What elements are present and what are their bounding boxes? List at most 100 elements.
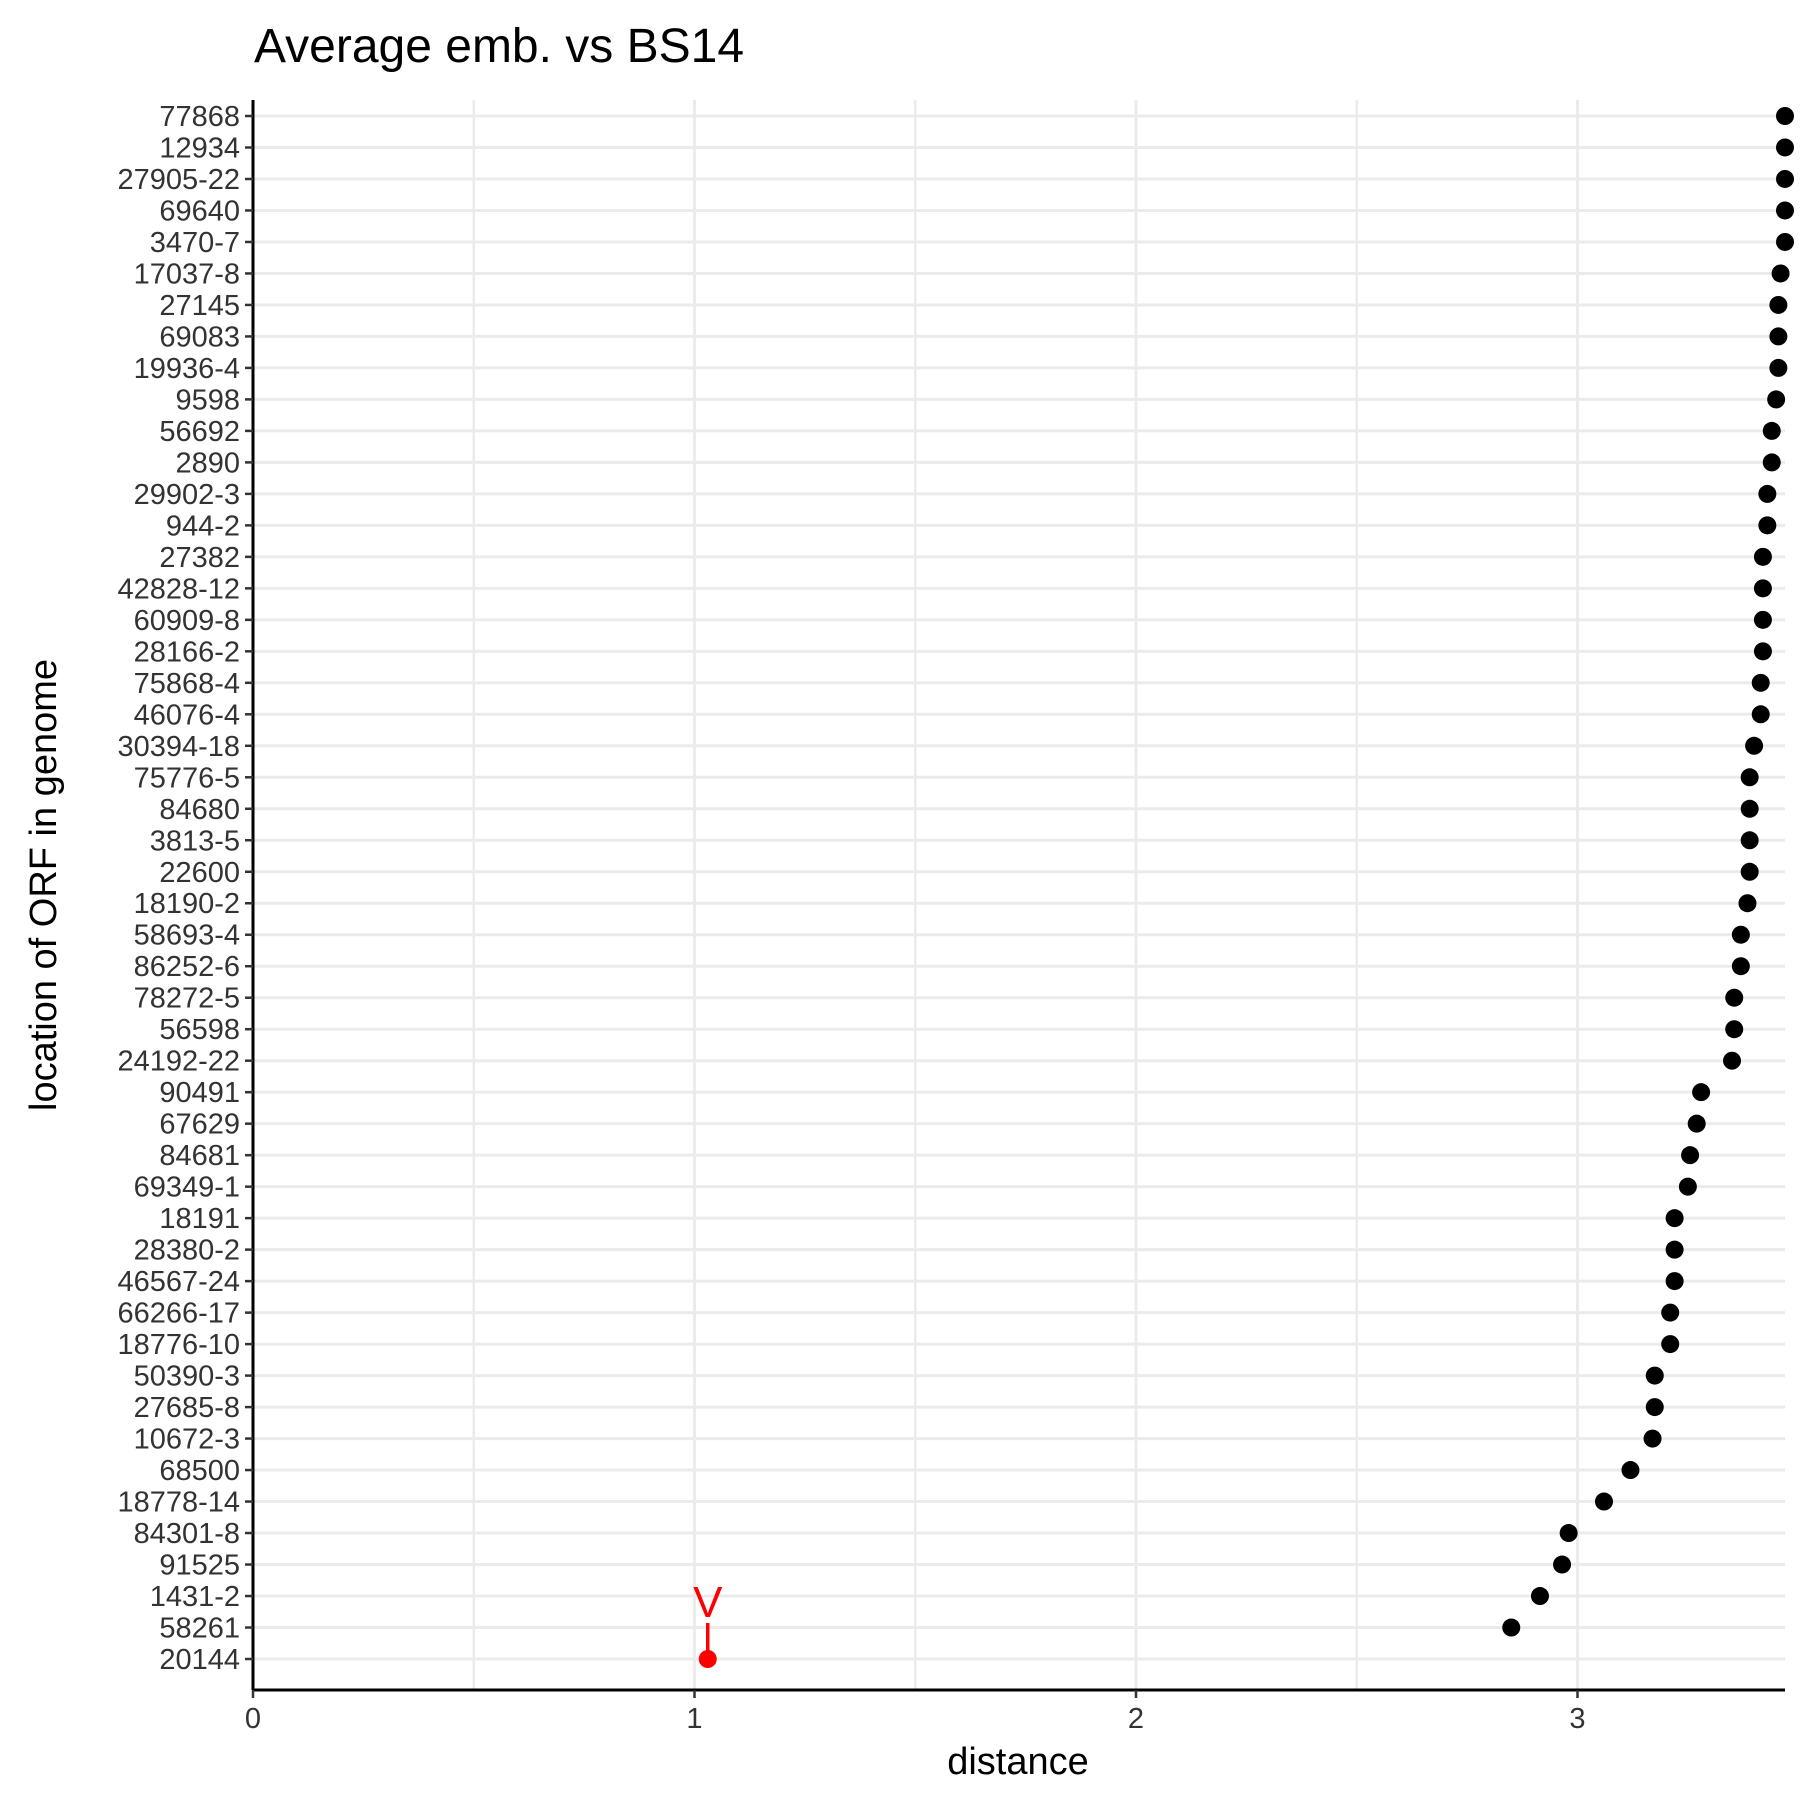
data-point bbox=[1621, 1461, 1640, 1480]
y-tick-label: 18190-2 bbox=[134, 888, 240, 920]
data-point bbox=[1753, 610, 1772, 629]
y-tick-label: 46567-24 bbox=[117, 1266, 240, 1298]
data-point bbox=[1740, 862, 1759, 881]
y-tick-label: 75776-5 bbox=[134, 762, 240, 794]
data-point bbox=[1776, 201, 1794, 220]
y-tick-label: 22600 bbox=[159, 857, 240, 889]
data-point bbox=[1665, 1209, 1684, 1228]
y-tick-label: 27685-8 bbox=[134, 1392, 240, 1424]
data-point bbox=[1769, 358, 1788, 377]
data-point bbox=[1762, 421, 1781, 440]
y-tick-label: 69083 bbox=[159, 321, 240, 353]
y-tick-label: 90491 bbox=[159, 1077, 240, 1109]
data-point bbox=[1665, 1240, 1684, 1259]
x-axis-label: distance bbox=[947, 1741, 1089, 1783]
data-point bbox=[1771, 264, 1790, 283]
data-point bbox=[1740, 799, 1759, 818]
data-point bbox=[1745, 736, 1764, 755]
y-tick-label: 27382 bbox=[159, 542, 240, 574]
y-tick-label: 2890 bbox=[175, 447, 240, 479]
y-tick-label: 66266-17 bbox=[117, 1298, 240, 1330]
y-tick-label: 68500 bbox=[159, 1455, 240, 1487]
y-tick-label: 46076-4 bbox=[134, 699, 240, 731]
data-point bbox=[1678, 1177, 1697, 1196]
data-point bbox=[1751, 705, 1770, 724]
data-point bbox=[1751, 673, 1770, 692]
data-point bbox=[1723, 1051, 1742, 1070]
y-tick-label: 42828-12 bbox=[117, 573, 240, 605]
data-point bbox=[1758, 484, 1777, 503]
y-tick-label: 56692 bbox=[159, 416, 240, 448]
y-tick-label: 10672-3 bbox=[134, 1424, 240, 1456]
y-tick-label: 12934 bbox=[159, 132, 240, 164]
y-tick-label: 67629 bbox=[159, 1109, 240, 1141]
data-point bbox=[1661, 1303, 1680, 1322]
x-tick-label: 0 bbox=[245, 1703, 261, 1735]
y-axis-label: location of ORF in genome bbox=[23, 659, 65, 1111]
y-tick-label: 3813-5 bbox=[150, 825, 240, 857]
data-point bbox=[1740, 831, 1759, 850]
x-tick-label: 2 bbox=[1128, 1703, 1144, 1735]
y-tick-label: 91525 bbox=[159, 1550, 240, 1582]
chart-title: Average emb. vs BS14 bbox=[254, 20, 744, 73]
y-tick-label: 75868-4 bbox=[134, 668, 240, 700]
data-point bbox=[1740, 768, 1759, 787]
data-point bbox=[1738, 894, 1757, 913]
y-tick-label: 69640 bbox=[159, 195, 240, 227]
y-tick-label: 77868 bbox=[159, 101, 240, 133]
y-tick-label: 3470-7 bbox=[150, 227, 240, 259]
x-tick-labels: 0 1 2 3 bbox=[245, 1690, 1586, 1735]
data-point bbox=[1661, 1335, 1680, 1354]
data-point bbox=[1769, 295, 1788, 314]
y-tick-label: 18778-14 bbox=[117, 1487, 240, 1519]
y-tick-label: 27145 bbox=[159, 290, 240, 322]
data-point bbox=[1502, 1618, 1521, 1637]
data-point bbox=[1665, 1272, 1684, 1291]
data-point bbox=[1762, 453, 1781, 472]
x-tick-label: 1 bbox=[686, 1703, 702, 1735]
y-tick-label: 20144 bbox=[159, 1644, 240, 1676]
y-tick-label: 17037-8 bbox=[134, 258, 240, 290]
data-points bbox=[698, 107, 1794, 1668]
data-point bbox=[1758, 516, 1777, 535]
data-point bbox=[1776, 169, 1794, 188]
data-point bbox=[1530, 1587, 1549, 1606]
y-tick-label: 18191 bbox=[159, 1203, 240, 1235]
y-tick-label: 28166-2 bbox=[134, 636, 240, 668]
y-tick-label: 24192-22 bbox=[117, 1046, 240, 1078]
data-point bbox=[1753, 642, 1772, 661]
y-tick-label: 58693-4 bbox=[134, 920, 240, 952]
highlighted-point bbox=[698, 1650, 717, 1668]
y-tick-label: 29902-3 bbox=[134, 479, 240, 511]
data-point bbox=[1725, 1020, 1744, 1039]
data-point bbox=[1725, 988, 1744, 1007]
data-point bbox=[1553, 1555, 1572, 1574]
data-point bbox=[1767, 390, 1786, 409]
data-point bbox=[1645, 1398, 1664, 1417]
x-tick-label: 3 bbox=[1569, 1703, 1585, 1735]
y-tick-label: 27905-22 bbox=[117, 164, 240, 196]
data-point bbox=[1645, 1366, 1664, 1385]
y-tick-label: 78272-5 bbox=[134, 983, 240, 1015]
y-tick-label: 69349-1 bbox=[134, 1172, 240, 1204]
data-point bbox=[1731, 957, 1750, 976]
axes bbox=[251, 100, 1785, 1692]
y-tick-label: 58261 bbox=[159, 1613, 240, 1645]
y-tick-label: 18776-10 bbox=[117, 1329, 240, 1361]
y-tick-label: 944-2 bbox=[166, 510, 240, 542]
data-point bbox=[1692, 1083, 1711, 1102]
highlight-label: V bbox=[693, 1578, 723, 1627]
data-point bbox=[1681, 1146, 1700, 1165]
data-point bbox=[1559, 1524, 1578, 1543]
y-tick-label: 84680 bbox=[159, 794, 240, 826]
highlight-marker: V bbox=[693, 1578, 723, 1651]
data-point bbox=[1594, 1492, 1613, 1511]
data-point bbox=[1753, 579, 1772, 598]
data-point bbox=[1769, 327, 1788, 346]
data-point bbox=[1776, 232, 1794, 251]
y-tick-label: 9598 bbox=[175, 384, 240, 416]
data-point bbox=[1731, 925, 1750, 944]
data-point bbox=[1753, 547, 1772, 566]
y-tick-label: 86252-6 bbox=[134, 951, 240, 983]
